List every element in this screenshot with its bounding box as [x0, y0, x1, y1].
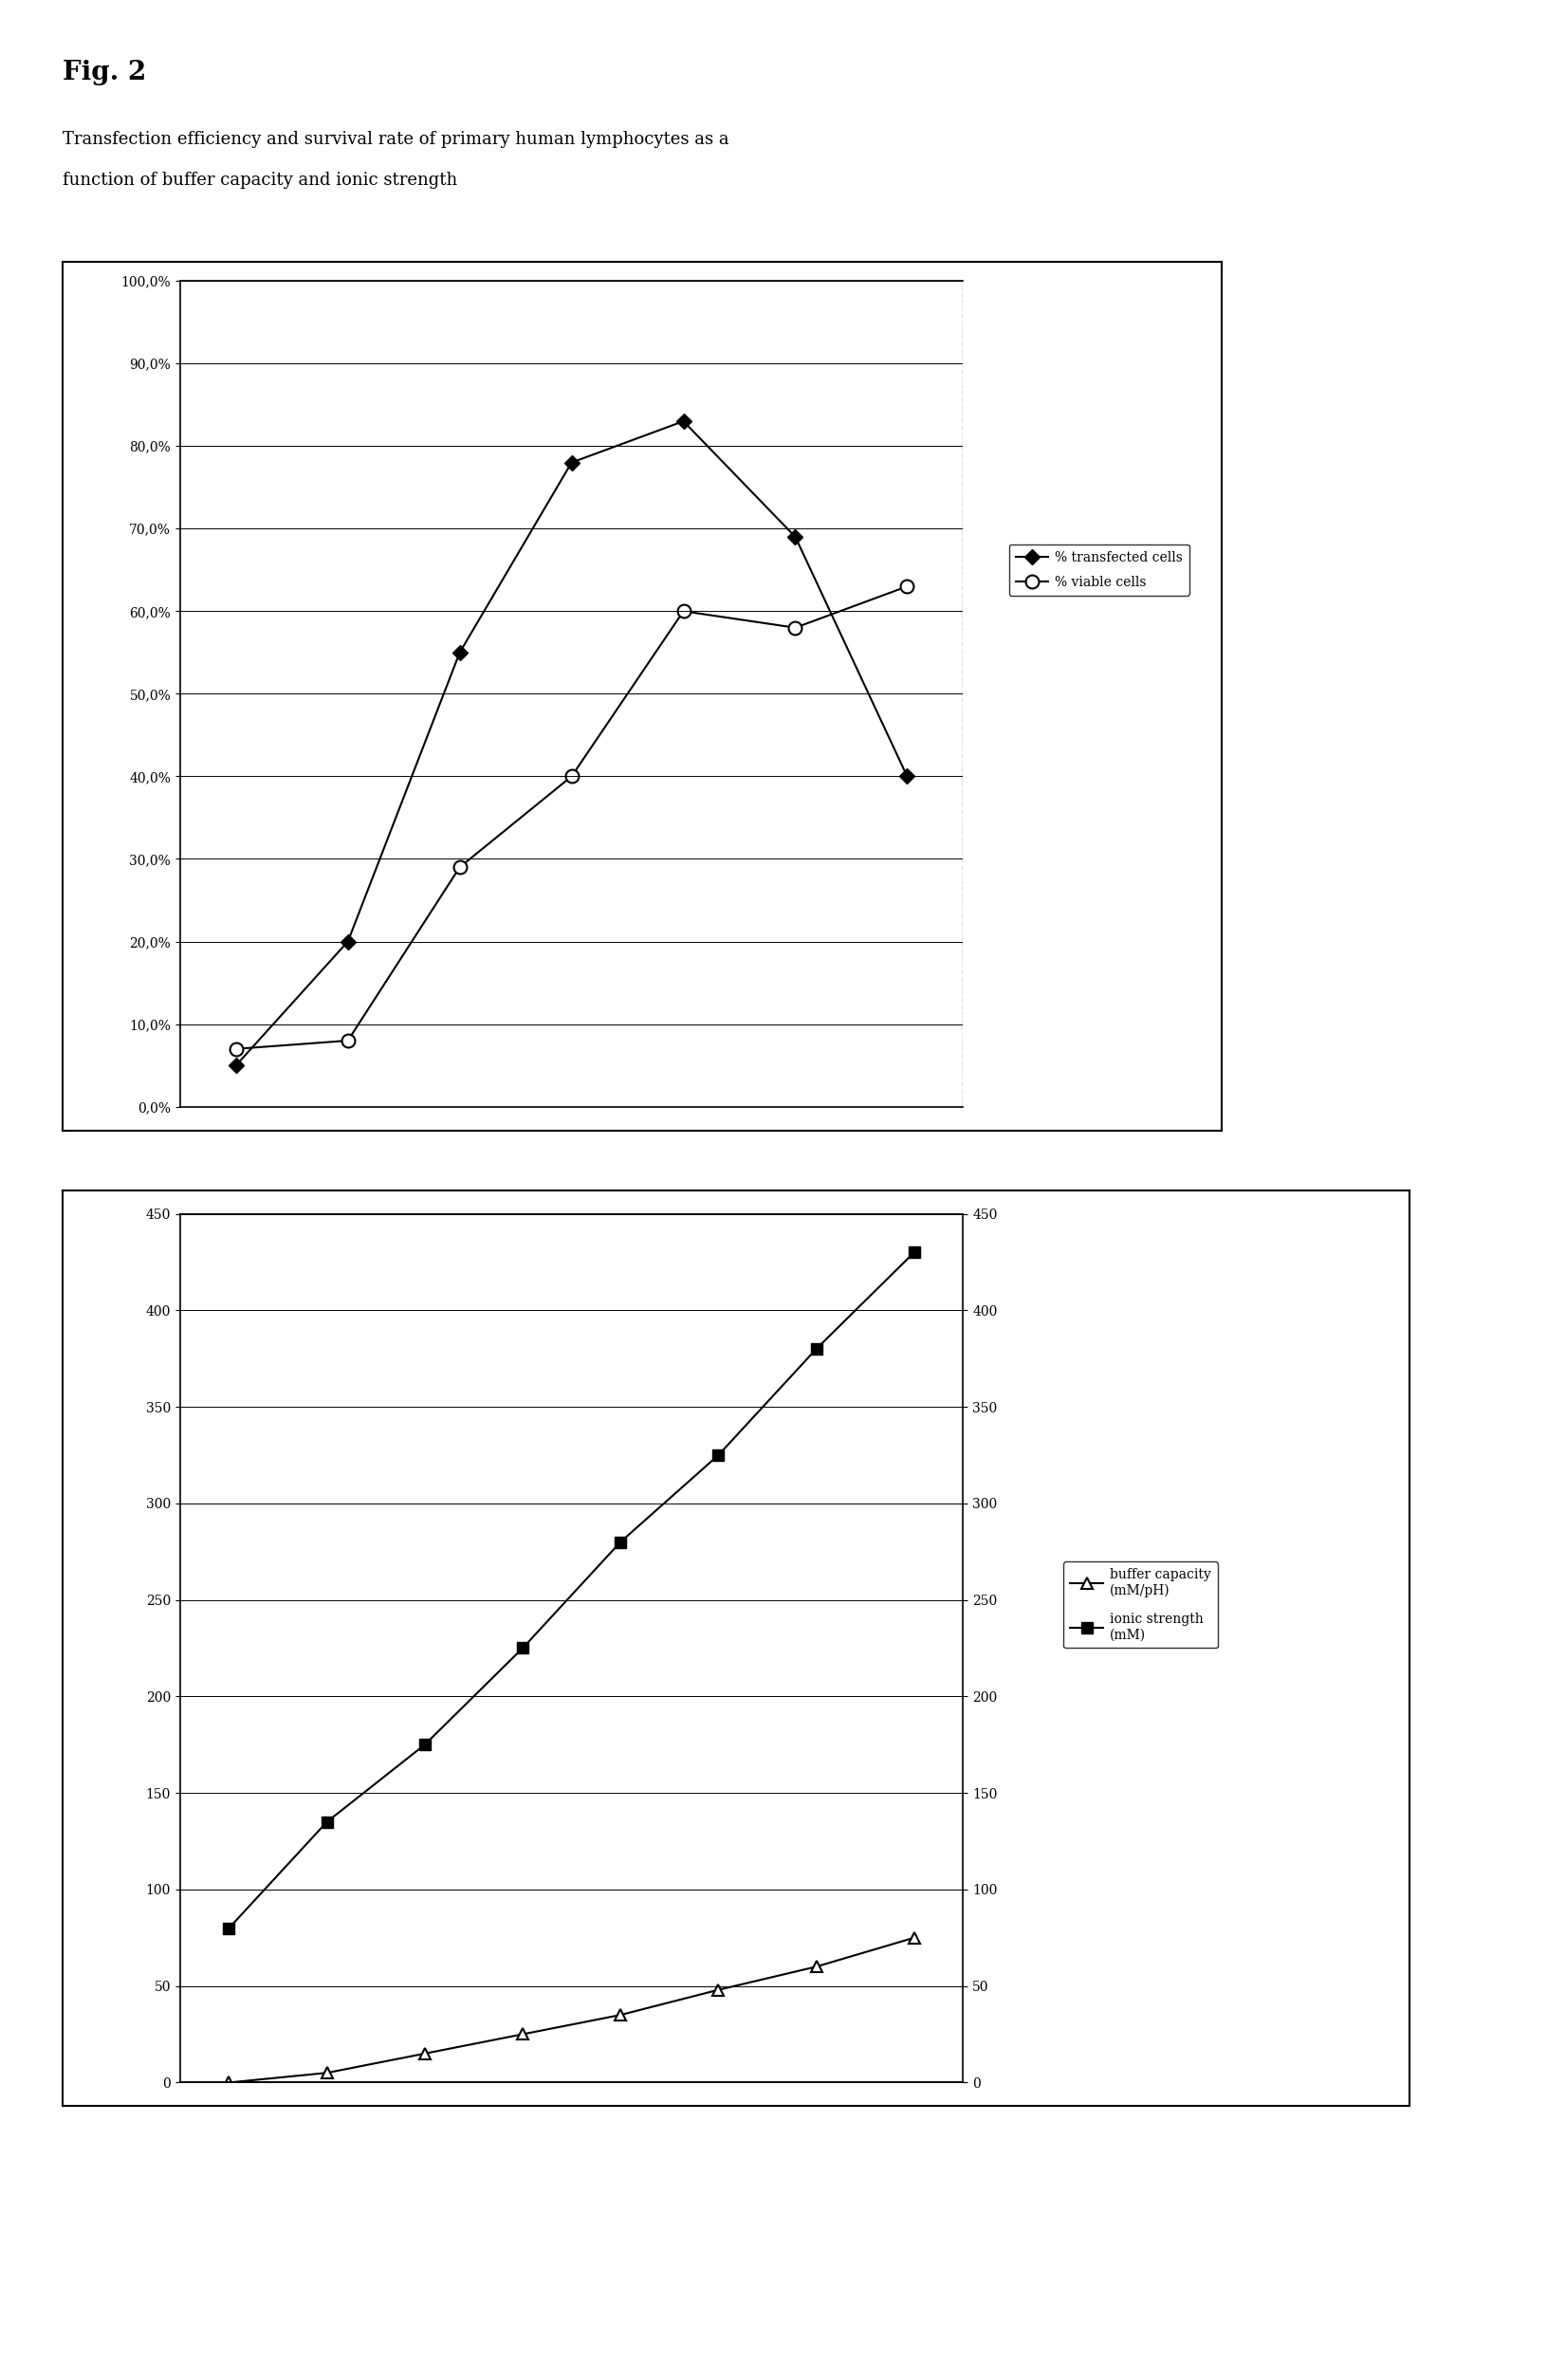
Text: function of buffer capacity and ionic strength: function of buffer capacity and ionic st… [63, 171, 457, 188]
% transfected cells [897, 762, 916, 790]
ionic strength
(mM) [806, 1335, 825, 1364]
Line: % transfected cells: % transfected cells [230, 416, 913, 1071]
ionic strength
(mM) [905, 1238, 924, 1266]
% transfected cells [451, 638, 470, 666]
Line: ionic strength
(mM): ionic strength (mM) [222, 1247, 921, 1935]
% viable cells [227, 1035, 246, 1064]
% transfected cells [673, 407, 692, 436]
% transfected cells [562, 447, 581, 476]
buffer capacity
(mM/pH) [806, 1952, 825, 1980]
% transfected cells [786, 524, 805, 552]
ionic strength
(mM) [415, 1730, 434, 1759]
buffer capacity
(mM/pH) [318, 2059, 337, 2087]
% viable cells [562, 762, 581, 790]
Text: Fig. 2: Fig. 2 [63, 60, 146, 86]
% viable cells [451, 852, 470, 881]
buffer capacity
(mM/pH) [219, 2068, 238, 2097]
ionic strength
(mM) [611, 1528, 630, 1557]
buffer capacity
(mM/pH) [905, 1923, 924, 1952]
Legend: % transfected cells, % viable cells: % transfected cells, % viable cells [1009, 545, 1190, 595]
ionic strength
(mM) [219, 1914, 238, 1942]
Legend: buffer capacity
(mM/pH), ionic strength
(mM): buffer capacity (mM/pH), ionic strength … [1063, 1561, 1218, 1647]
% viable cells [897, 571, 916, 600]
% viable cells [673, 597, 692, 626]
% viable cells [338, 1026, 357, 1054]
buffer capacity
(mM/pH) [611, 2002, 630, 2030]
% transfected cells [338, 928, 357, 957]
Line: buffer capacity
(mM/pH): buffer capacity (mM/pH) [222, 1933, 921, 2087]
buffer capacity
(mM/pH) [709, 1975, 728, 2004]
Line: % viable cells: % viable cells [230, 581, 913, 1054]
ionic strength
(mM) [709, 1440, 728, 1468]
% transfected cells [227, 1052, 246, 1081]
buffer capacity
(mM/pH) [415, 2040, 434, 2068]
ionic strength
(mM) [318, 1809, 337, 1837]
ionic strength
(mM) [514, 1633, 532, 1661]
% viable cells [786, 614, 805, 643]
Text: Transfection efficiency and survival rate of primary human lymphocytes as a: Transfection efficiency and survival rat… [63, 131, 730, 148]
buffer capacity
(mM/pH) [514, 2021, 532, 2049]
